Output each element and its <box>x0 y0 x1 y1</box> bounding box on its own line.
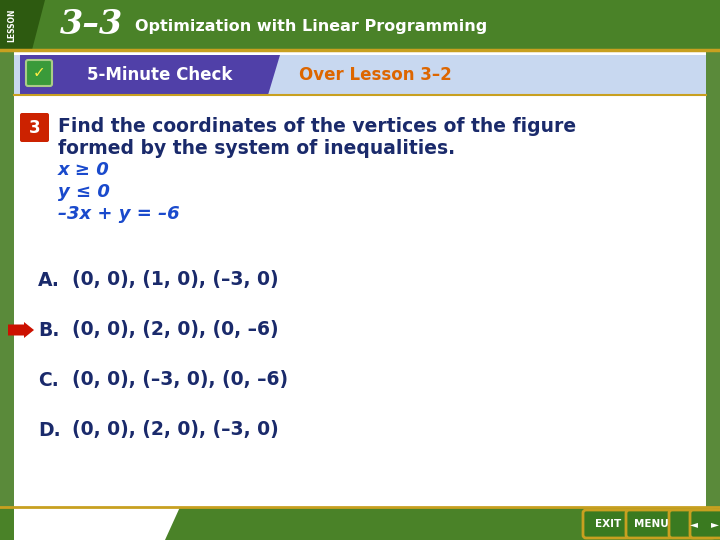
FancyBboxPatch shape <box>583 510 629 538</box>
Text: EXIT: EXIT <box>595 519 621 529</box>
Text: C.: C. <box>38 370 59 389</box>
Text: ✓: ✓ <box>32 65 45 80</box>
Text: MENU: MENU <box>634 519 668 529</box>
Polygon shape <box>20 55 280 95</box>
Text: y ≤ 0: y ≤ 0 <box>58 183 110 201</box>
Text: ►: ► <box>711 519 719 529</box>
FancyBboxPatch shape <box>0 0 720 50</box>
Text: ◄: ◄ <box>690 519 698 529</box>
Text: Optimization with Linear Programming: Optimization with Linear Programming <box>135 18 487 33</box>
Text: (0, 0), (2, 0), (–3, 0): (0, 0), (2, 0), (–3, 0) <box>72 421 279 440</box>
Text: D.: D. <box>38 421 60 440</box>
Text: Find the coordinates of the vertices of the figure: Find the coordinates of the vertices of … <box>58 117 576 136</box>
FancyBboxPatch shape <box>20 113 49 142</box>
Text: 3–3: 3–3 <box>60 9 123 42</box>
FancyBboxPatch shape <box>14 55 706 95</box>
Text: (0, 0), (1, 0), (–3, 0): (0, 0), (1, 0), (–3, 0) <box>72 271 279 289</box>
FancyBboxPatch shape <box>690 510 720 538</box>
Polygon shape <box>14 507 180 540</box>
Text: formed by the system of inequalities.: formed by the system of inequalities. <box>58 138 455 158</box>
Polygon shape <box>0 0 45 50</box>
FancyBboxPatch shape <box>626 510 672 538</box>
FancyBboxPatch shape <box>669 510 715 538</box>
Text: x ≥ 0: x ≥ 0 <box>58 161 109 179</box>
Text: (0, 0), (–3, 0), (0, –6): (0, 0), (–3, 0), (0, –6) <box>72 370 288 389</box>
FancyBboxPatch shape <box>14 52 706 507</box>
Text: A.: A. <box>38 271 60 289</box>
FancyArrow shape <box>8 322 34 338</box>
Text: –3x + y = –6: –3x + y = –6 <box>58 205 179 223</box>
FancyBboxPatch shape <box>26 60 52 86</box>
Text: (0, 0), (2, 0), (0, –6): (0, 0), (2, 0), (0, –6) <box>72 321 279 340</box>
Text: Over Lesson 3–2: Over Lesson 3–2 <box>299 66 451 84</box>
Text: 3: 3 <box>29 119 40 137</box>
Text: B.: B. <box>38 321 59 340</box>
Text: 5-Minute Check: 5-Minute Check <box>87 66 233 84</box>
FancyBboxPatch shape <box>0 507 720 540</box>
Text: LESSON: LESSON <box>7 8 17 42</box>
